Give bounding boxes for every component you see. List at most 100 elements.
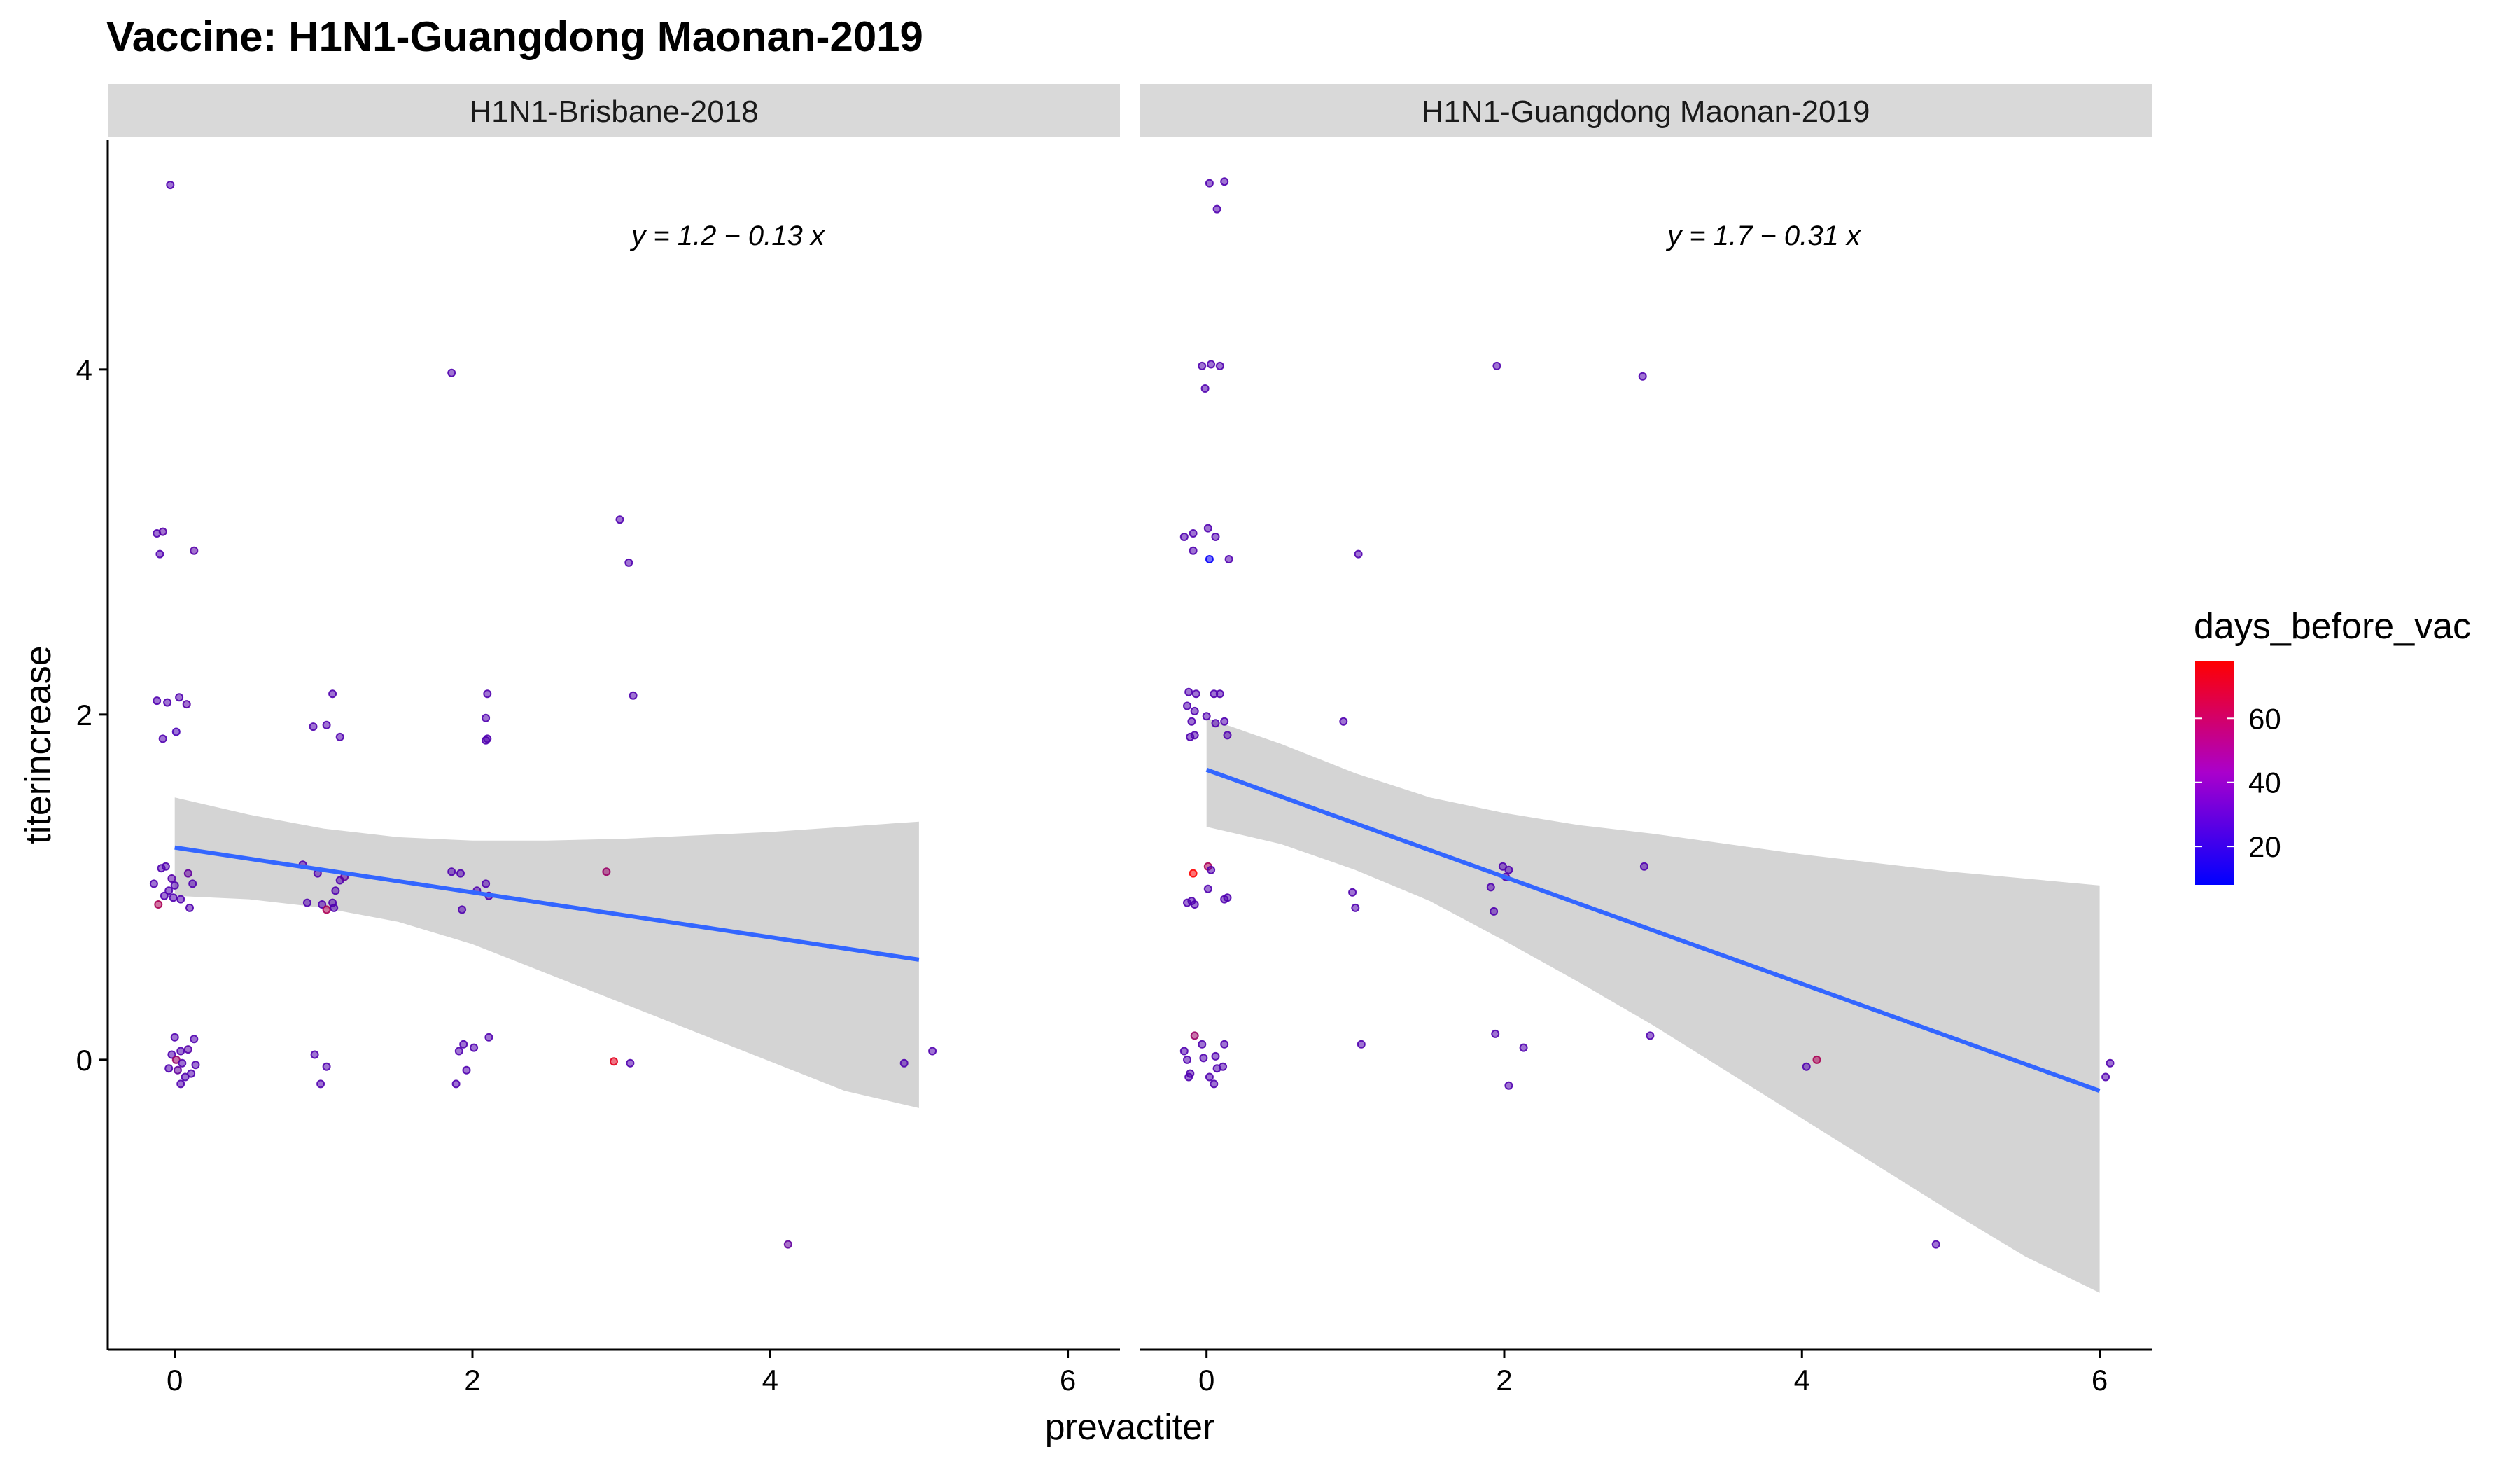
data-point xyxy=(1354,550,1363,559)
data-point xyxy=(615,515,624,524)
data-point xyxy=(447,867,456,876)
data-point xyxy=(1486,883,1495,892)
fit-line-1 xyxy=(174,845,920,962)
data-point xyxy=(1220,717,1229,726)
data-point xyxy=(1812,1055,1821,1064)
y-tick-label: 2 xyxy=(76,699,92,732)
data-point xyxy=(183,1045,192,1054)
data-point xyxy=(483,734,492,743)
data-point xyxy=(181,1072,190,1082)
data-point xyxy=(1211,719,1220,728)
data-point xyxy=(318,900,327,909)
data-point xyxy=(456,869,465,878)
data-point xyxy=(462,1065,471,1074)
data-point xyxy=(482,713,491,722)
data-point xyxy=(1190,706,1199,715)
data-point xyxy=(164,886,174,895)
data-point xyxy=(1205,178,1214,188)
x-tick-label: 0 xyxy=(167,1364,183,1396)
data-point xyxy=(1802,1062,1811,1071)
data-point xyxy=(316,1079,326,1088)
data-point xyxy=(1205,1072,1214,1082)
data-point xyxy=(170,881,179,890)
data-point xyxy=(1189,869,1198,878)
facet-panel-1: H1N1-Brisbane-2018 y = 1.2 − 0.13 x xyxy=(108,84,1120,1249)
data-point xyxy=(1211,1051,1220,1060)
data-point xyxy=(182,700,191,709)
data-point xyxy=(483,690,492,699)
data-point xyxy=(176,1079,186,1088)
data-point xyxy=(1639,862,1648,871)
facet-label-1: H1N1-Brisbane-2018 xyxy=(469,94,758,129)
data-point xyxy=(149,879,158,888)
legend-tick-label: 40 xyxy=(2248,766,2281,799)
equation-label-2: y = 1.7 − 0.31 x xyxy=(1665,220,1862,251)
data-point xyxy=(2106,1058,2115,1068)
data-point xyxy=(484,1032,493,1042)
data-point xyxy=(309,722,318,732)
data-point xyxy=(1200,384,1210,393)
y-tick-label: 4 xyxy=(76,354,92,386)
data-point xyxy=(1220,1040,1229,1049)
data-point xyxy=(1931,1240,1940,1249)
data-point xyxy=(1187,897,1196,906)
data-point xyxy=(1223,731,1232,740)
data-point xyxy=(470,1043,479,1052)
data-point xyxy=(1491,1029,1500,1038)
data-point xyxy=(158,734,167,743)
data-point xyxy=(1190,731,1199,740)
data-point xyxy=(335,732,344,741)
x-axis-ticks-2: 0 2 4 6 xyxy=(1198,1350,2108,1396)
data-point xyxy=(1183,1055,1191,1064)
data-point xyxy=(170,1032,179,1042)
x-tick-label: 0 xyxy=(1198,1364,1214,1396)
data-point xyxy=(322,720,331,729)
data-point xyxy=(164,1064,174,1073)
data-point xyxy=(1220,177,1229,186)
data-point xyxy=(328,690,337,699)
data-point xyxy=(169,893,178,902)
data-point xyxy=(1519,1043,1528,1052)
data-point xyxy=(1183,701,1191,710)
y-axis-label: titerincrease xyxy=(18,645,59,844)
y-tick-label: 0 xyxy=(76,1044,92,1077)
data-point xyxy=(1198,1040,1207,1049)
data-point xyxy=(178,1058,187,1068)
legend-title: days_before_vac xyxy=(2194,606,2471,647)
data-point xyxy=(167,874,176,883)
confidence-ribbon-2 xyxy=(1206,718,2100,1293)
facet-panel-2: H1N1-Guangdong Maonan-2019 y = 1.7 − 0.3… xyxy=(1140,84,2152,1293)
data-point xyxy=(1180,533,1189,541)
data-point xyxy=(1504,1081,1513,1090)
equation-label-1: y = 1.2 − 0.13 x xyxy=(629,220,826,251)
data-point xyxy=(1212,204,1222,214)
data-point xyxy=(783,1240,792,1249)
data-point xyxy=(1351,903,1360,912)
data-point xyxy=(1190,1031,1199,1040)
data-point xyxy=(175,693,184,702)
data-point xyxy=(176,895,186,904)
data-point xyxy=(1189,546,1198,555)
data-point xyxy=(154,900,163,909)
legend-colorbar xyxy=(2195,661,2234,885)
data-point xyxy=(302,898,312,907)
data-point xyxy=(459,1040,468,1049)
data-point xyxy=(1357,1040,1366,1049)
data-point xyxy=(322,905,331,914)
data-point xyxy=(172,727,181,736)
data-point xyxy=(1220,895,1229,904)
data-point xyxy=(1490,906,1499,916)
data-point xyxy=(1646,1031,1655,1040)
x-tick-label: 2 xyxy=(464,1364,480,1396)
data-point xyxy=(155,550,164,559)
data-point xyxy=(624,558,634,567)
data-point xyxy=(1504,865,1513,874)
data-point xyxy=(188,879,197,888)
data-point xyxy=(1339,717,1348,726)
chart-title: Vaccine: H1N1-Guangdong Maonan-2019 xyxy=(106,13,923,60)
data-point xyxy=(160,891,169,900)
points-layer-1 xyxy=(149,181,937,1249)
x-tick-label: 6 xyxy=(1060,1364,1076,1396)
data-point xyxy=(163,698,172,707)
